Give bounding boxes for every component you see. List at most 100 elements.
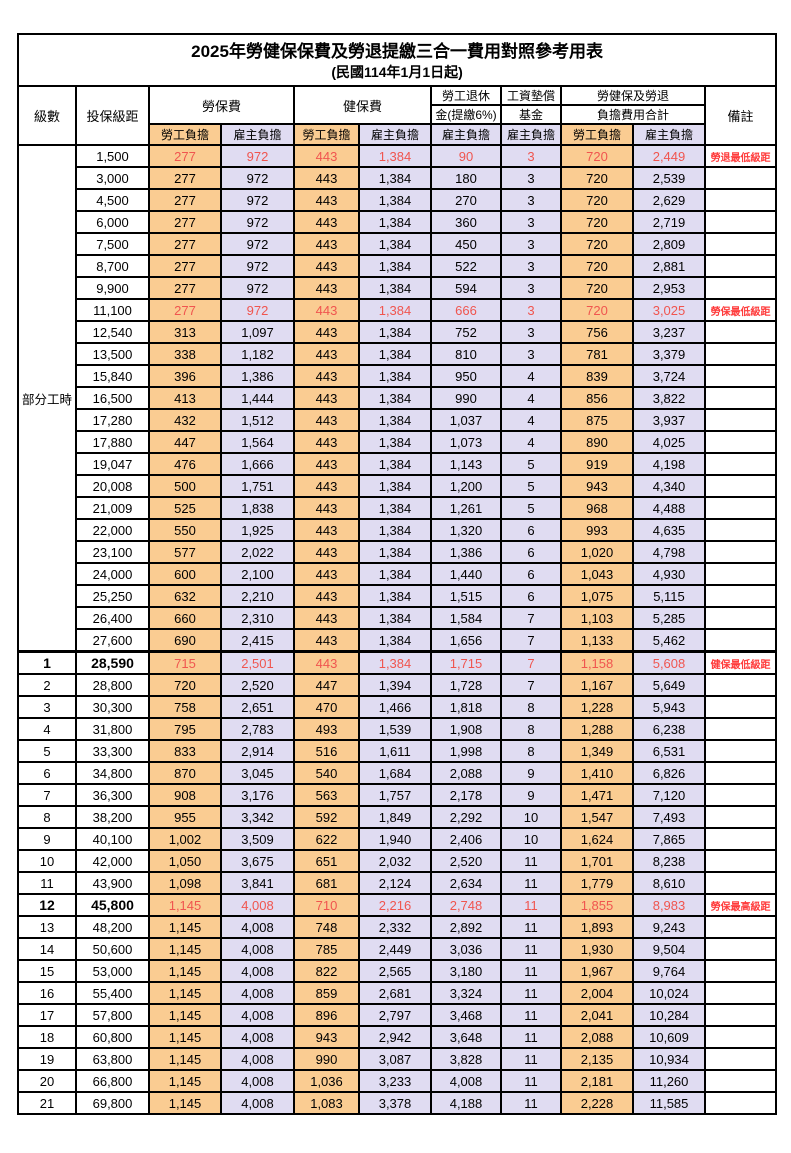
cell-bracket: 50,600 bbox=[75, 937, 150, 961]
cell-value: 1,967 bbox=[560, 959, 634, 983]
table-row: 23,100 577 2,022 443 1,384 1,386 6 1,020 4,798 bbox=[18, 540, 778, 564]
cell-remark bbox=[703, 805, 778, 829]
cell-value: 1,384 bbox=[358, 452, 432, 476]
table-row: 19 63,800 1,145 4,008 990 3,087 3,828 11 2,135 10… bbox=[17, 1047, 778, 1071]
cell-value: 470 bbox=[293, 695, 360, 719]
cell-value: 2,135 bbox=[560, 1047, 634, 1071]
cell-value: 443 bbox=[293, 276, 360, 300]
cell-value: 990 bbox=[430, 386, 502, 410]
table-row: 8 38,200 955 3,342 592 1,849 2,292 10 1,547 7,493 bbox=[17, 805, 778, 829]
cell-value: 2,178 bbox=[430, 783, 502, 807]
cell-bracket: 30,300 bbox=[75, 695, 150, 719]
cell-value: 9 bbox=[500, 783, 562, 807]
table-row: 21 69,800 1,145 4,008 1,083 3,378 4,188 11 2,228… bbox=[17, 1091, 778, 1115]
cell-value: 943 bbox=[560, 474, 634, 498]
cell-value: 781 bbox=[560, 342, 634, 366]
table-row: 13 48,200 1,145 4,008 748 2,332 2,892 11 1,893 9,… bbox=[17, 915, 778, 939]
cell-value: 3,468 bbox=[430, 1003, 502, 1027]
cell-bracket: 1,500 bbox=[75, 144, 150, 168]
cell-value: 2,228 bbox=[560, 1091, 634, 1115]
cell-bracket: 42,000 bbox=[75, 849, 150, 873]
cell-value: 4,635 bbox=[632, 518, 706, 542]
cell-remark bbox=[703, 739, 778, 763]
cell-bracket: 31,800 bbox=[75, 717, 150, 741]
cell-value: 839 bbox=[560, 364, 634, 388]
cell-value: 3,180 bbox=[430, 959, 502, 983]
cell-value: 1,715 bbox=[430, 650, 502, 675]
header-total-line2: 負擔費用合計 bbox=[560, 104, 706, 125]
cell-value: 1,384 bbox=[358, 650, 432, 675]
cell-remark bbox=[703, 276, 778, 300]
cell-value: 443 bbox=[293, 144, 360, 168]
cell-value: 3,025 bbox=[632, 298, 706, 322]
cell-remark bbox=[703, 915, 778, 939]
cell-value: 2,022 bbox=[220, 540, 295, 564]
cell-value: 4,008 bbox=[220, 893, 295, 917]
cell-value: 1,384 bbox=[358, 430, 432, 454]
cell-value: 360 bbox=[430, 210, 502, 234]
cell-value: 1,145 bbox=[148, 1003, 222, 1027]
cell-remark: 勞保最低級距 bbox=[703, 298, 778, 322]
cell-value: 1,515 bbox=[430, 584, 502, 608]
cell-bracket: 3,000 bbox=[75, 166, 150, 190]
cell-value: 1,384 bbox=[358, 320, 432, 344]
cell-value: 2,953 bbox=[632, 276, 706, 300]
cell-bracket: 22,000 bbox=[75, 518, 150, 542]
cell-value: 450 bbox=[430, 232, 502, 256]
cell-value: 1,050 bbox=[148, 849, 222, 873]
cell-value: 1,728 bbox=[430, 673, 502, 697]
cell-bracket: 6,000 bbox=[75, 210, 150, 234]
cell-bracket: 7,500 bbox=[75, 232, 150, 256]
cell-level: 10 bbox=[17, 849, 77, 873]
cell-value: 3 bbox=[500, 232, 562, 256]
cell-value: 5 bbox=[500, 496, 562, 520]
cell-value: 7 bbox=[500, 650, 562, 675]
cell-bracket: 69,800 bbox=[75, 1091, 150, 1115]
cell-value: 2,032 bbox=[358, 849, 432, 873]
cell-value: 443 bbox=[293, 232, 360, 256]
cell-bracket: 60,800 bbox=[75, 1025, 150, 1049]
cell-value: 2,634 bbox=[430, 871, 502, 895]
table-row: 4 31,800 795 2,783 493 1,539 1,908 8 1,288 6,238 bbox=[17, 717, 778, 741]
cell-value: 443 bbox=[293, 298, 360, 322]
cell-value: 2,629 bbox=[632, 188, 706, 212]
cell-remark bbox=[703, 959, 778, 983]
cell-value: 4,008 bbox=[220, 1091, 295, 1115]
cell-value: 3,036 bbox=[430, 937, 502, 961]
cell-value: 1,133 bbox=[560, 628, 634, 653]
cell-bracket: 43,900 bbox=[75, 871, 150, 895]
cell-value: 10,609 bbox=[632, 1025, 706, 1049]
cell-value: 1,145 bbox=[148, 937, 222, 961]
cell-value: 443 bbox=[293, 518, 360, 542]
cell-value: 443 bbox=[293, 584, 360, 608]
cell-value: 1,288 bbox=[560, 717, 634, 741]
table-row: 15,840 396 1,386 443 1,384 950 4 839 3,724 bbox=[18, 364, 778, 388]
premium-reference-table: 2025年勞健保保費及勞退提繳三合一費用對照參考用表 (民國114年1月1日起)… bbox=[16, 33, 778, 1115]
cell-value: 443 bbox=[293, 606, 360, 630]
table-row: 5 33,300 833 2,914 516 1,611 1,998 8 1,349 6,531 bbox=[17, 739, 778, 763]
cell-value: 9 bbox=[500, 761, 562, 785]
cell-value: 3,379 bbox=[632, 342, 706, 366]
table-row: 1 28,590 715 2,501 443 1,384 1,715 7 1,158 5,608 健… bbox=[17, 650, 778, 675]
cell-value: 6,531 bbox=[632, 739, 706, 763]
table-row: 16 55,400 1,145 4,008 859 2,681 3,324 11 2,004 10… bbox=[17, 981, 778, 1005]
cell-level: 1 bbox=[17, 650, 77, 675]
table-row: 12 45,800 1,145 4,008 710 2,216 2,748 11 1,855 8,… bbox=[17, 893, 778, 917]
cell-value: 447 bbox=[148, 430, 222, 454]
cell-value: 2,539 bbox=[632, 166, 706, 190]
header-pension-line1: 勞工退休 bbox=[430, 85, 502, 106]
cell-value: 4 bbox=[500, 364, 562, 388]
cell-value: 443 bbox=[293, 166, 360, 190]
cell-value: 1,384 bbox=[358, 540, 432, 564]
table-row: 10 42,000 1,050 3,675 651 2,032 2,520 11 1,701 8,… bbox=[17, 849, 778, 873]
cell-bracket: 4,500 bbox=[75, 188, 150, 212]
cell-value: 525 bbox=[148, 496, 222, 520]
cell-level: 3 bbox=[17, 695, 77, 719]
cell-value: 3,509 bbox=[220, 827, 295, 851]
cell-value: 563 bbox=[293, 783, 360, 807]
cell-bracket: 55,400 bbox=[75, 981, 150, 1005]
cell-value: 338 bbox=[148, 342, 222, 366]
cell-value: 1,384 bbox=[358, 298, 432, 322]
table-row: 部分工時 1,500 277 972 443 1,384 90 3 720 2,449 勞退最低級距 bbox=[17, 144, 778, 653]
cell-value: 90 bbox=[430, 144, 502, 168]
